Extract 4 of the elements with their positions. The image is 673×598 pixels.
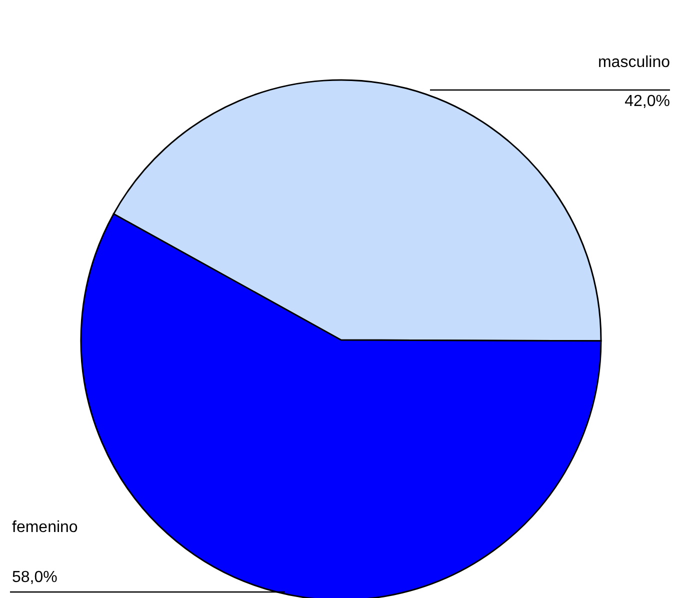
data-label: 42,0%	[624, 93, 670, 110]
data-label: 58,0%	[12, 569, 58, 586]
slice-label: femenino	[12, 519, 78, 536]
slice-label: masculino	[598, 54, 670, 71]
